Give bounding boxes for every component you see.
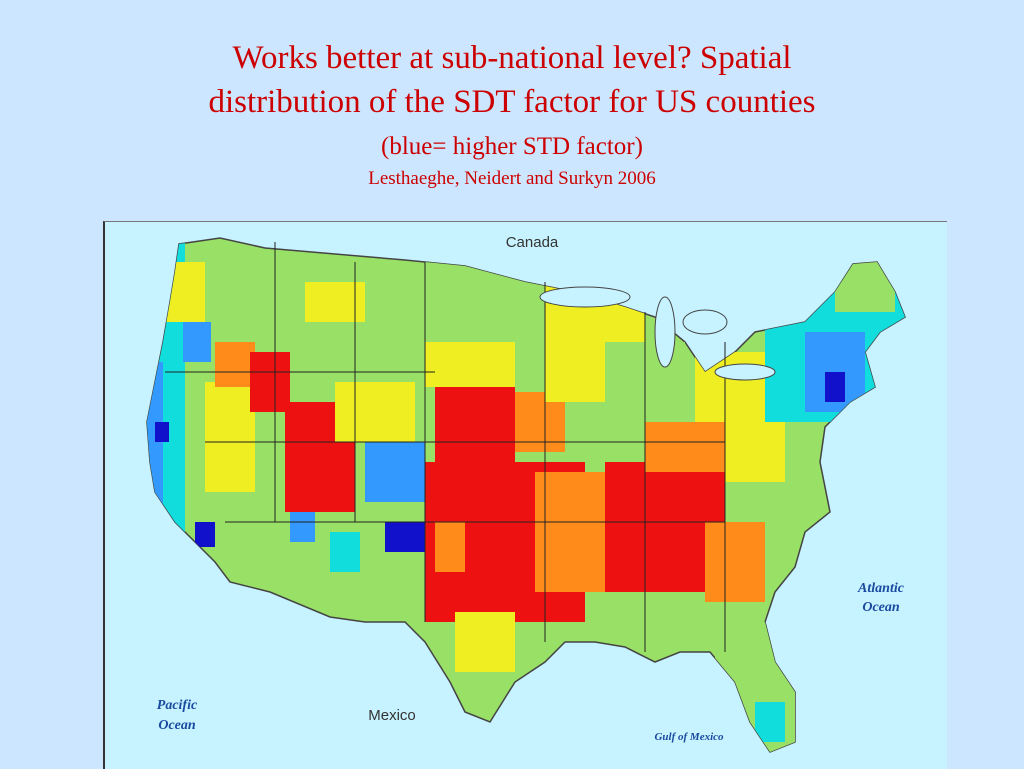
great-lakes — [539, 286, 776, 381]
region-georgia — [705, 522, 765, 602]
slide-subtitle: (blue= higher STD factor) — [381, 133, 643, 160]
label-pacific-2: Ocean — [158, 718, 196, 733]
county-color-regions — [147, 242, 905, 752]
slide-citation: Lesthaeghe, Neidert and Surkyn 2006 — [368, 168, 656, 189]
region-la — [195, 522, 215, 547]
region-coastal-blue — [147, 362, 163, 542]
region-wa-blue — [183, 322, 211, 362]
region-south-texas — [455, 612, 515, 672]
label-atlantic-2: Ocean — [862, 600, 900, 615]
slide-title-line-2: distribution of the SDT factor for US co… — [208, 84, 816, 120]
region-ohio — [695, 352, 765, 422]
region-west-texas — [435, 522, 465, 572]
region-nevada-yellow — [205, 382, 255, 492]
region-kentucky — [645, 422, 725, 472]
region-denver — [385, 522, 425, 552]
region-kansas-red — [435, 382, 515, 462]
label-atlantic-1: Atlantic — [857, 581, 905, 596]
state-boundaries — [165, 242, 726, 652]
region-idaho-red — [250, 352, 290, 412]
region-maine — [835, 262, 895, 312]
label-pacific-1: Pacific — [157, 698, 198, 713]
region-virginia — [725, 422, 785, 482]
region-oregon-orange — [215, 342, 255, 387]
slide-title-line-1: Works better at sub-national level? Spat… — [232, 40, 792, 76]
region-nm-cyan — [330, 532, 360, 572]
region-florida — [715, 622, 805, 752]
us-county-map: Canada Mexico Atlantic Ocean Pacific Oce… — [103, 221, 947, 769]
region-nyc — [825, 372, 845, 402]
slide-title-block: Works better at sub-national level? Spat… — [0, 36, 1024, 192]
region-montana-yellow — [305, 282, 365, 322]
region-south-florida — [755, 702, 785, 742]
region-wyoming — [335, 382, 415, 442]
region-arkansas — [535, 472, 615, 592]
region-bay-area — [155, 422, 169, 442]
label-canada: Canada — [506, 234, 559, 251]
region-nebraska — [425, 342, 515, 387]
map-svg: Canada Mexico Atlantic Ocean Pacific Oce… — [146, 234, 906, 753]
region-az-blue — [290, 512, 315, 542]
label-mexico: Mexico — [368, 707, 416, 724]
label-gulf-of-mexico: Gulf of Mexico — [654, 731, 724, 743]
region-colorado-blue — [365, 442, 425, 502]
